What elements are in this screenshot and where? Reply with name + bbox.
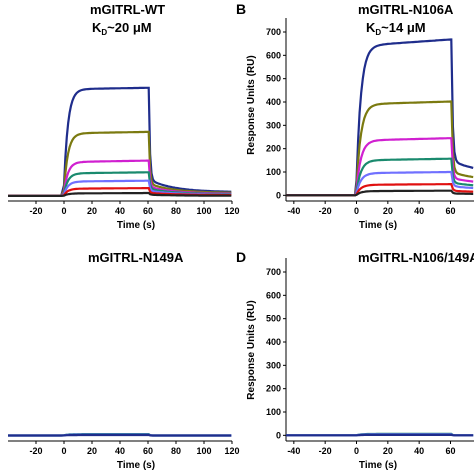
- panel-d-ylabel: Response Units (RU): [246, 300, 257, 399]
- x-tick-label: 40: [414, 446, 424, 456]
- panel-d-xlabel: Time (s): [359, 460, 397, 471]
- panel-c: mGITRL-N149A -20 0 20 40 60 80 100 120 Time (s): [8, 250, 240, 471]
- panel-a-plot: -20 0 20 40 60 80 100 120: [8, 86, 240, 216]
- x-tick-label: 40: [414, 206, 424, 216]
- x-tick-label: -20: [319, 206, 332, 216]
- x-tick-label: 20: [87, 206, 97, 216]
- panel-c-title: mGITRL-N149A: [88, 250, 184, 265]
- x-tick-label: 0: [61, 206, 66, 216]
- panel-b-xlabel: Time (s): [359, 220, 397, 231]
- series-line-1: [8, 86, 232, 197]
- x-tick-label: 40: [115, 206, 125, 216]
- series-line-7: [286, 189, 474, 197]
- series-line-2: [8, 130, 232, 197]
- y-tick-label: 300: [266, 360, 281, 370]
- x-tick-label: 20: [383, 206, 393, 216]
- y-tick-label: 600: [266, 290, 281, 300]
- panel-b: B mGITRL-N106A KD~14 μM Response Units (…: [236, 1, 474, 231]
- x-tick-label: -20: [29, 206, 42, 216]
- panel-b-ylabel: Response Units (RU): [246, 55, 257, 154]
- panel-d: D mGITRL-N106/149A Response Units (RU) -…: [236, 249, 474, 471]
- panel-d-letter: D: [236, 249, 246, 265]
- y-tick-label: 700: [266, 267, 281, 277]
- series-line-3: [8, 433, 232, 437]
- y-tick-label: 200: [266, 144, 281, 154]
- x-tick-label: 20: [383, 446, 393, 456]
- x-tick-label: -20: [319, 446, 332, 456]
- x-tick-label: 0: [354, 206, 359, 216]
- panel-a-xlabel: Time (s): [117, 220, 155, 231]
- panel-c-xlabel: Time (s): [117, 460, 155, 471]
- series-line-2: [286, 100, 474, 197]
- y-tick-label: 100: [266, 167, 281, 177]
- y-tick-label: 400: [266, 337, 281, 347]
- x-tick-label: 60: [143, 206, 153, 216]
- x-tick-label: 0: [61, 446, 66, 456]
- y-tick-label: 600: [266, 50, 281, 60]
- y-tick-label: 0: [276, 430, 281, 440]
- x-tick-label: 100: [196, 446, 211, 456]
- panel-d-title: mGITRL-N106/149A: [358, 250, 474, 265]
- panel-b-kd: KD~14 μM: [366, 20, 426, 37]
- y-tick-label: 700: [266, 27, 281, 37]
- x-tick-label: 80: [171, 206, 181, 216]
- x-tick-label: 0: [354, 446, 359, 456]
- y-tick-label: 200: [266, 384, 281, 394]
- y-tick-label: 0: [276, 190, 281, 200]
- x-tick-label: -40: [287, 446, 300, 456]
- panel-a: mGITRL-WT KD~20 μM -20 0 20 40 60 80 100 120 Ti…: [8, 2, 240, 231]
- y-tick-label: 100: [266, 407, 281, 417]
- y-tick-label: 400: [266, 97, 281, 107]
- x-tick-label: -40: [287, 206, 300, 216]
- series-line-3: [286, 137, 474, 197]
- x-tick-label: 100: [196, 206, 211, 216]
- panel-b-letter: B: [236, 1, 246, 17]
- y-tick-label: 500: [266, 314, 281, 324]
- panel-a-kd: KD~20 μM: [92, 20, 152, 37]
- x-tick-label: 20: [87, 446, 97, 456]
- x-tick-label: 80: [171, 446, 181, 456]
- x-tick-label: 120: [224, 206, 239, 216]
- panel-b-title: mGITRL-N106A: [358, 2, 454, 17]
- x-tick-label: 60: [445, 446, 455, 456]
- panel-c-plot: -20 0 20 40 60 80 100 120: [8, 433, 240, 456]
- x-tick-label: -20: [29, 446, 42, 456]
- y-tick-label: 300: [266, 120, 281, 130]
- y-tick-label: 500: [266, 74, 281, 84]
- series-line-7: [8, 191, 232, 197]
- x-tick-label: 60: [143, 446, 153, 456]
- x-tick-label: 40: [115, 446, 125, 456]
- panel-a-title: mGITRL-WT: [90, 2, 165, 17]
- x-tick-label: 120: [224, 446, 239, 456]
- x-tick-label: 60: [445, 206, 455, 216]
